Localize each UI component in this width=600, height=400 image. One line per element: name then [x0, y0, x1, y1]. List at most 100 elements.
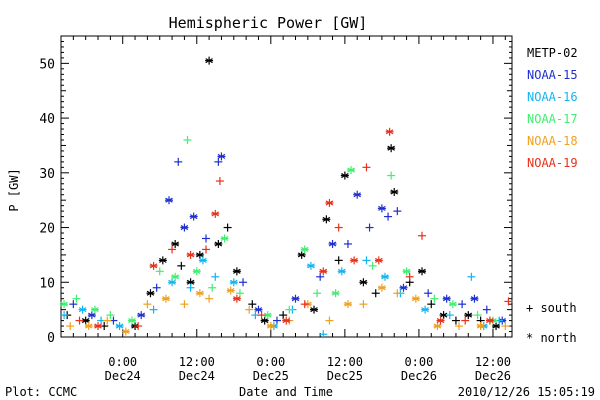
point-noaa-18-south [66, 322, 75, 331]
legend-north-marker: * north [526, 331, 577, 345]
x-tick-label-date: Dec25 [253, 369, 289, 383]
x-tick-label-date: Dec24 [105, 369, 141, 383]
point-noaa-18-south [325, 316, 334, 325]
point-metp-02-north [260, 316, 269, 325]
point-noaa-17-north [90, 305, 99, 314]
point-noaa-19-south [461, 316, 470, 325]
point-noaa-18-south [103, 316, 112, 325]
y-tick-label: 30 [39, 167, 55, 182]
point-noaa-19-north [186, 250, 195, 259]
point-metp-02-south [279, 311, 288, 320]
point-noaa-18-north [84, 322, 93, 331]
point-noaa-18-north [226, 286, 235, 295]
y-tick-label: 20 [39, 222, 55, 237]
y-tick-label: 50 [39, 57, 55, 72]
legend-entry: NOAA-17 [527, 112, 578, 126]
point-noaa-17-south [106, 311, 115, 320]
point-noaa-15-north [377, 204, 386, 213]
point-noaa-18-north [377, 283, 386, 292]
point-noaa-18-south [393, 289, 402, 298]
point-noaa-15-north [442, 294, 451, 303]
legend-entry: NOAA-19 [527, 156, 578, 170]
point-metp-02-north [340, 171, 349, 180]
point-noaa-16-south [467, 272, 476, 281]
point-noaa-17-north [263, 311, 272, 320]
point-metp-02-north [297, 250, 306, 259]
point-metp-02-north [322, 215, 331, 224]
point-metp-02-south [371, 289, 380, 298]
point-metp-02-north [214, 239, 223, 248]
point-noaa-17-north [192, 267, 201, 276]
point-noaa-18-north [411, 294, 420, 303]
point-noaa-18-south [245, 305, 254, 314]
point-noaa-16-south [445, 311, 454, 320]
point-noaa-18-south [359, 300, 368, 309]
plot-timestamp: 2010/12/26 15:05:19 [458, 385, 595, 399]
point-noaa-19-south [334, 223, 343, 232]
point-metp-02-north [387, 144, 396, 153]
point-noaa-19-south [215, 177, 224, 186]
point-noaa-19-south [75, 316, 84, 325]
point-noaa-16-north [421, 305, 430, 314]
point-noaa-15-north [164, 196, 173, 205]
point-noaa-16-north [337, 267, 346, 276]
point-noaa-15-north [180, 223, 189, 232]
point-noaa-17-north [448, 300, 457, 309]
y-tick-label: 10 [39, 276, 55, 291]
x-tick-label-time: 0:00 [404, 355, 433, 369]
point-noaa-17-north [331, 289, 340, 298]
point-noaa-16-north [306, 261, 315, 270]
point-metp-02-north [418, 267, 427, 276]
point-metp-02-south [248, 300, 257, 309]
point-metp-02-north [390, 187, 399, 196]
point-noaa-19-south [134, 322, 143, 331]
legend-entry: NOAA-15 [527, 68, 578, 82]
plot-area-frame [60, 35, 513, 338]
point-metp-02-north [195, 250, 204, 259]
point-noaa-18-south [143, 300, 152, 309]
point-noaa-15-south [384, 212, 393, 221]
point-noaa-19-north [232, 294, 241, 303]
chart-title: Hemispheric Power [GW] [169, 14, 368, 32]
point-noaa-19-south [202, 245, 211, 254]
point-noaa-19-north [436, 316, 445, 325]
point-metp-02-north [146, 289, 155, 298]
point-noaa-15-south [202, 234, 211, 243]
point-noaa-15-south [272, 316, 281, 325]
point-noaa-18-south [501, 322, 510, 331]
point-noaa-17-south [313, 289, 322, 298]
point-noaa-15-south [424, 289, 433, 298]
point-noaa-15-north [189, 212, 198, 221]
x-tick-label-time: 12:00 [179, 355, 215, 369]
x-axis-ticks: 0:00Dec2412:00Dec240:00Dec2512:00Dec250:… [60, 36, 511, 383]
point-noaa-15-north [353, 190, 362, 199]
point-noaa-15-south [214, 157, 223, 166]
x-tick-label-time: 12:00 [327, 355, 363, 369]
point-noaa-19-south [300, 300, 309, 309]
point-noaa-15-south [174, 157, 183, 166]
point-noaa-18-south [180, 300, 189, 309]
point-noaa-19-south [405, 272, 414, 281]
point-noaa-15-north [217, 152, 226, 161]
point-noaa-17-south [72, 294, 81, 303]
point-noaa-15-south [316, 272, 325, 281]
point-noaa-15-north [291, 294, 300, 303]
point-noaa-19-south [418, 231, 427, 240]
point-noaa-18-north [433, 322, 442, 331]
point-metp-02-north [205, 56, 214, 65]
y-axis-ticks: 0 10 20 30 40 50 [39, 35, 512, 346]
x-tick-label-time: 0:00 [256, 355, 285, 369]
point-noaa-17-north [220, 234, 229, 243]
point-noaa-18-north [343, 300, 352, 309]
legend-entry: NOAA-18 [527, 134, 578, 148]
point-noaa-15-south [482, 305, 491, 314]
point-noaa-15-south [365, 223, 374, 232]
point-noaa-18-north [266, 322, 275, 331]
y-tick-label: 40 [39, 112, 55, 127]
point-metp-02-south [223, 223, 232, 232]
point-metp-02-south [427, 300, 436, 309]
point-noaa-17-south [183, 135, 192, 144]
point-metp-02-south [334, 256, 343, 265]
x-axis-label: Date and Time [239, 385, 333, 399]
